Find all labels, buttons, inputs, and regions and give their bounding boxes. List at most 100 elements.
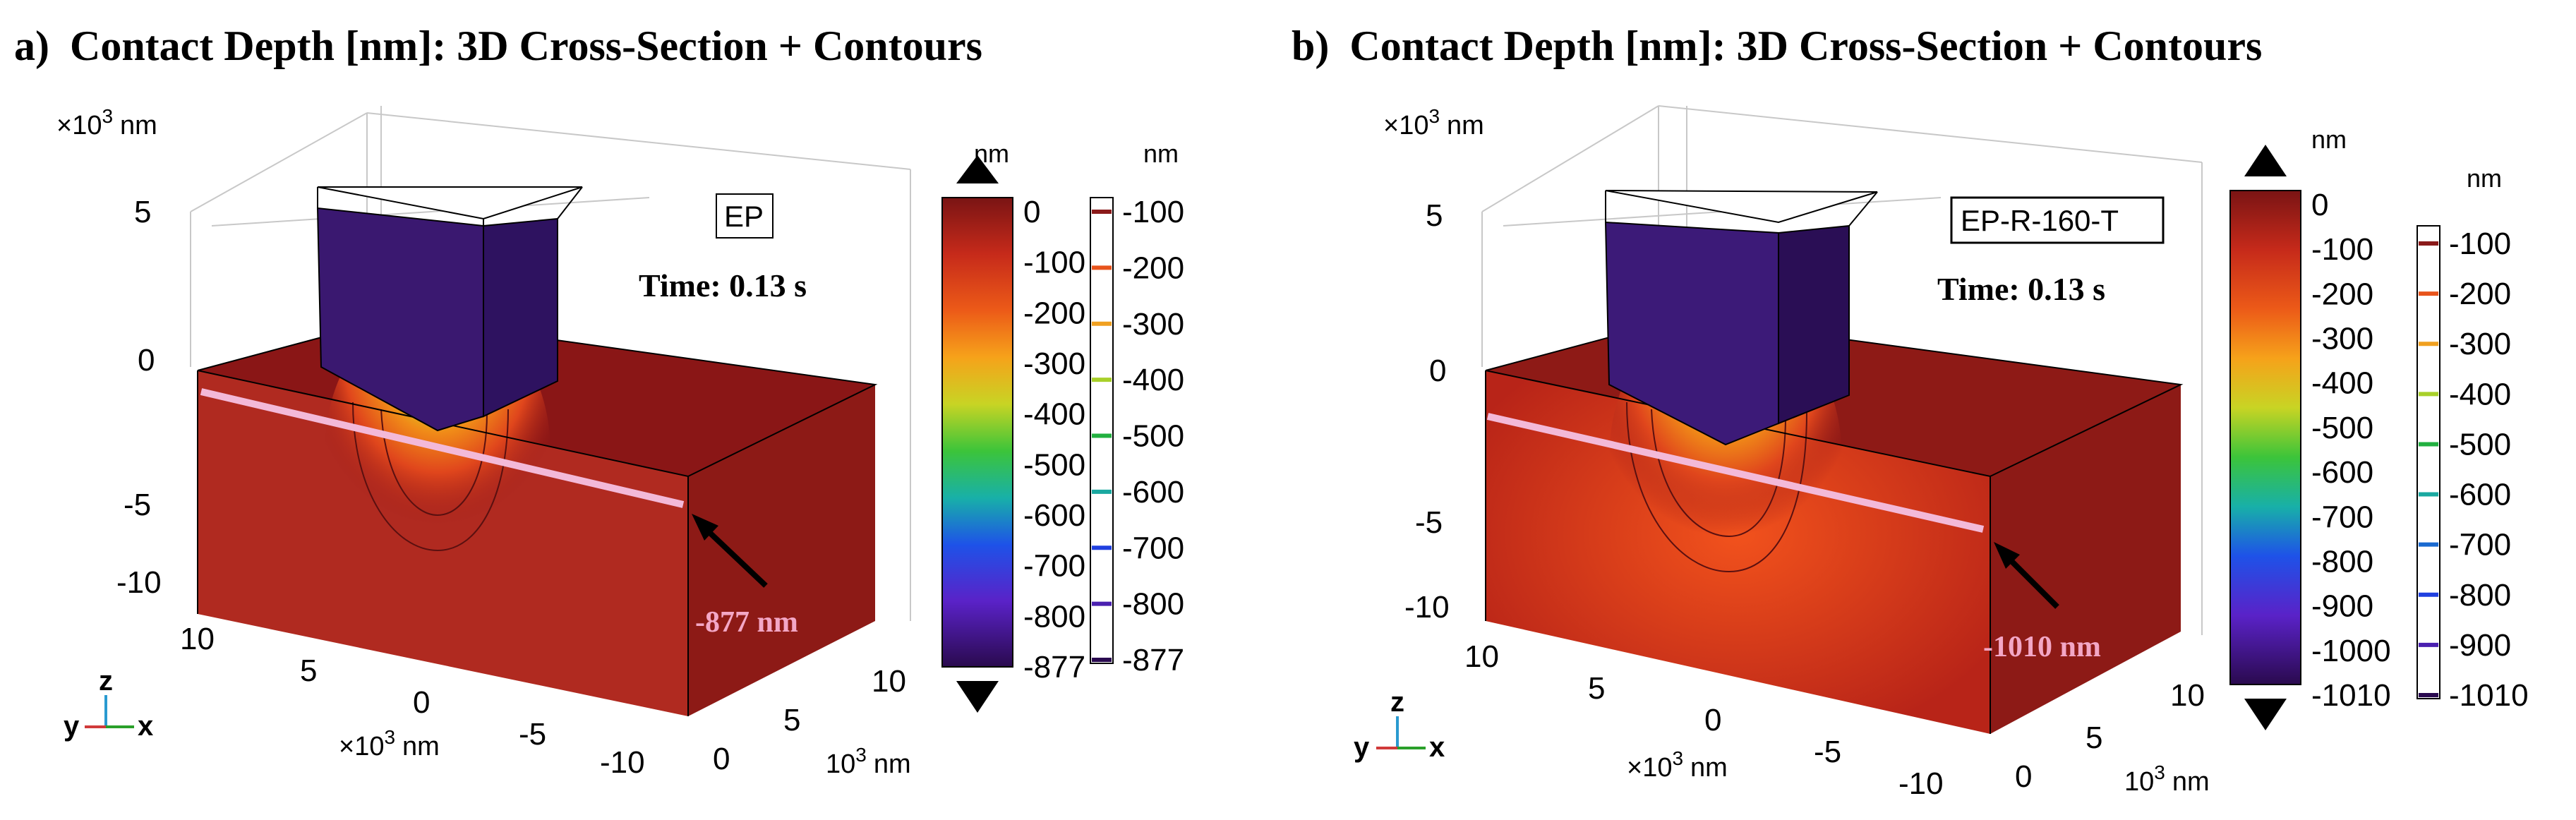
panel-b-x-tick: -10 <box>1898 766 1944 801</box>
panel-a-z-tick: 5 <box>134 195 151 229</box>
svg-text:y: y <box>1354 732 1370 763</box>
colorbar-tick-label: -900 <box>2311 589 2373 624</box>
contour-tick-label: -500 <box>2449 427 2511 462</box>
panel-a-contour-2 <box>380 409 488 517</box>
colorbar-tick-label: 0 <box>2311 188 2328 222</box>
colorbar-tick-label: -500 <box>2311 411 2373 445</box>
colorbar-tick-label: -400 <box>2311 366 2373 401</box>
panel-a-label-box <box>716 193 774 239</box>
panel-b-x-tick: 0 <box>1704 703 1721 737</box>
colorbar-tick-label: -500 <box>1023 447 1085 482</box>
colorbar-tick-label: -700 <box>2311 500 2373 534</box>
panel-b-x-tick: -5 <box>1814 735 1841 769</box>
panel-a-arrow <box>692 514 768 588</box>
panel-a-cb-down-arrow-icon <box>956 681 999 713</box>
colorbar-tick-label: -200 <box>1023 296 1085 330</box>
panel-a-axis-triad: z y x <box>64 665 153 742</box>
panel-b-indenter <box>1604 190 1878 446</box>
svg-text:nm: nm <box>2467 164 2502 193</box>
panel-b-z-tick: 0 <box>1429 354 1446 388</box>
colorbar-tick-label: -600 <box>1023 498 1085 533</box>
panel-b-time: Time: 0.13 s <box>1937 271 2105 307</box>
colorbar-tick-label: -200 <box>2311 277 2373 311</box>
panel-b-contour-1 <box>1626 402 1807 573</box>
panel-a-x-unit: ×103 nm <box>339 726 440 761</box>
contour-tick-label: -100 <box>1122 195 1184 229</box>
contour-tick-label: -300 <box>1122 307 1184 342</box>
panel-a-x-tick: -5 <box>519 717 546 752</box>
panel-a-z-unit: ×103 nm <box>56 105 157 140</box>
panel-a-x-tick: 0 <box>413 685 430 720</box>
panel-a-colorbar-continuous: nm 0 -100 -200 -300 -400 -500 -600 -700 -800 -877 <box>941 139 1085 713</box>
colorbar-tick-label: -100 <box>2311 232 2373 267</box>
panel-b-cut-line <box>1486 413 1985 533</box>
panel-b-x-tick: 10 <box>1464 639 1499 674</box>
panel-a-block-right <box>688 385 875 716</box>
svg-text:y: y <box>64 711 80 742</box>
panel-b-title: b) Contact Depth [nm]: 3D Cross-Section … <box>1292 23 2262 69</box>
contour-tick-label: -400 <box>1122 363 1184 397</box>
contour-tick-label: -700 <box>2449 528 2511 562</box>
contour-tick-label: -800 <box>2449 578 2511 613</box>
panel-b-contour-2 <box>1651 409 1786 538</box>
contour-tick-label: -100 <box>2449 227 2511 261</box>
svg-text:nm: nm <box>974 139 1009 168</box>
panel-b-label: EP-R-160-T <box>1961 204 2119 237</box>
colorbar-tick-label: -877 <box>1023 650 1085 685</box>
panel-a-y-tick: 10 <box>872 664 906 699</box>
panel-a-contour-1 <box>352 402 509 552</box>
panel-a-x-tick: 10 <box>180 622 215 656</box>
panel-a-z-tick: -10 <box>116 565 162 600</box>
panel-a-z-tick: -5 <box>124 488 151 522</box>
contour-tick-label: -800 <box>1122 587 1184 622</box>
contour-tick-label: -200 <box>2449 277 2511 311</box>
panel-a-title: a) Contact Depth [nm]: 3D Cross-Section … <box>14 23 982 69</box>
contour-tick-label: -900 <box>2449 628 2511 663</box>
contour-tick-label: -700 <box>1122 531 1184 565</box>
panel-a-y-tick: 5 <box>783 703 800 737</box>
contour-tick-label: -500 <box>1122 419 1184 454</box>
panel-b-cb-down-arrow-icon <box>2244 699 2287 730</box>
panel-b-label-box <box>1950 196 2165 244</box>
panel-b-x-unit: ×103 nm <box>1627 747 1728 783</box>
panel-a-y-tick: 0 <box>713 742 730 776</box>
svg-text:z: z <box>1390 687 1404 718</box>
panel-b-z-tick: -10 <box>1404 590 1450 625</box>
panel-b-axis-triad: z y x <box>1354 687 1445 763</box>
colorbar-tick-label: -700 <box>1023 549 1085 584</box>
panel-b-z-tick: -5 <box>1415 505 1443 540</box>
svg-text:nm: nm <box>2311 125 2347 154</box>
colorbar-tick-label: -800 <box>1023 599 1085 634</box>
panel-b-block-right <box>1990 385 2181 734</box>
panel-b-y-tick: 10 <box>2170 678 2205 713</box>
panel-b-cb-up-arrow-icon <box>2244 145 2287 176</box>
panel-a-indenter <box>316 186 583 432</box>
panel-a-cb-up-arrow-icon <box>956 155 999 183</box>
panel-a-time: Time: 0.13 s <box>639 267 807 303</box>
panel-a-z-tick: 0 <box>138 343 155 378</box>
colorbar-tick-label: -1010 <box>2311 678 2391 713</box>
panel-a-x-tick: 5 <box>300 653 317 688</box>
contour-tick-label: -200 <box>1122 251 1184 285</box>
colorbar-tick-label: -100 <box>1023 246 1085 280</box>
svg-text:x: x <box>1429 732 1445 763</box>
panel-b-colorbar-contours: nm -100 -200 -300 -400 -500 -600 -700 -800 -900 -… <box>2416 164 2529 713</box>
panel-a-x-tick: -10 <box>600 745 645 780</box>
panel-b-x-tick: 5 <box>1588 671 1605 706</box>
panel-a-label: EP <box>724 200 764 233</box>
panel-b-y-tick: 5 <box>2086 720 2102 755</box>
colorbar-tick-label: -300 <box>1023 346 1085 381</box>
colorbar-tick-label: 0 <box>1023 195 1040 229</box>
contour-tick-label: -600 <box>1122 475 1184 510</box>
contour-tick-label: -300 <box>2449 327 2511 361</box>
colorbar-tick-label: -800 <box>2311 544 2373 579</box>
panel-b-y-tick: 0 <box>2015 759 2032 794</box>
panel-b: b) Contact Depth [nm]: 3D Cross-Section … <box>1292 23 2529 801</box>
colorbar-tick-label: -400 <box>1023 397 1085 432</box>
panel-b-depth-label: -1010 nm <box>1983 631 2101 663</box>
colorbar-tick-label: -600 <box>2311 455 2373 490</box>
contour-tick-label: -1010 <box>2449 678 2529 713</box>
panel-b-z-unit: ×103 nm <box>1383 105 1484 140</box>
colorbar-tick-label: -1000 <box>2311 634 2391 668</box>
